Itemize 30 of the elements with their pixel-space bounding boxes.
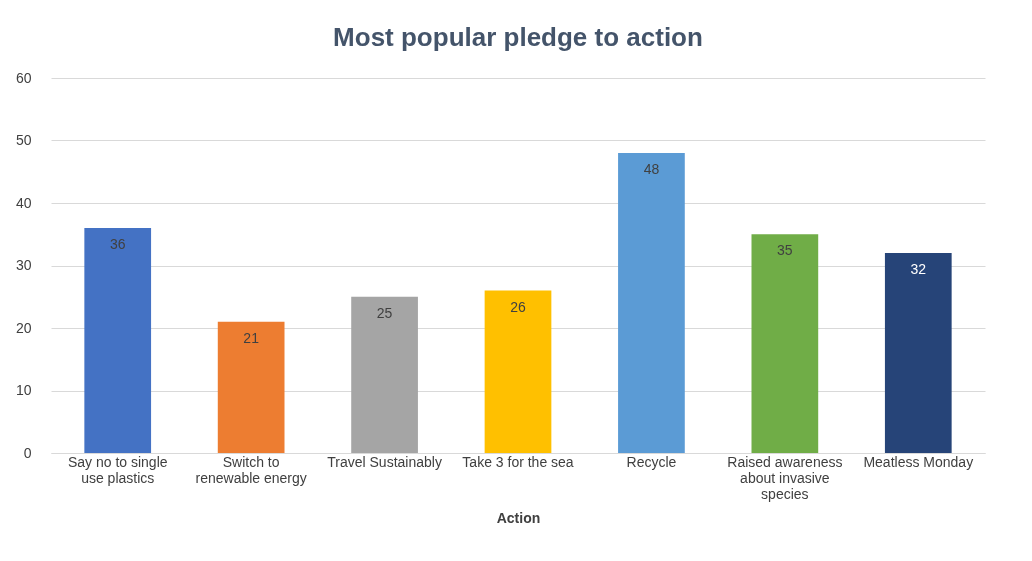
x-tick-label: Say no to single use plastics <box>67 453 168 486</box>
y-tick-label: 0 <box>23 444 32 461</box>
data-label: 35 <box>777 242 793 259</box>
y-tick-label: 20 <box>15 319 32 336</box>
data-label: 36 <box>109 236 126 252</box>
y-tick-label: 30 <box>15 257 32 273</box>
bar <box>884 253 952 453</box>
bar <box>484 290 552 453</box>
x-tick-label: Raised awareness about invasive species <box>727 453 843 502</box>
y-tick-label: 50 <box>15 132 32 148</box>
data-label: 32 <box>910 261 927 277</box>
x-tick-label: Switch to renewable energy <box>195 453 307 486</box>
bar <box>351 296 418 453</box>
y-tick-label: 60 <box>15 69 32 86</box>
data-label: 48 <box>643 161 660 177</box>
x-tick-label: Recycle <box>626 453 677 470</box>
x-tick-label: Take 3 for the sea <box>462 453 574 470</box>
chart-title: Most popular pledge to action <box>333 22 703 52</box>
x-axis-title: Action <box>496 509 541 526</box>
data-label: 26 <box>510 298 526 315</box>
bar <box>217 321 285 453</box>
bar <box>84 228 152 453</box>
data-label: 21 <box>243 329 260 346</box>
y-tick-label: 40 <box>15 194 32 211</box>
x-tick-label: Meatless Monday <box>863 453 974 470</box>
y-tick-label: 10 <box>15 382 32 398</box>
x-tick-label: Travel Sustainably <box>327 453 442 470</box>
bar <box>618 153 685 453</box>
data-label: 25 <box>376 304 393 321</box>
bar <box>751 234 819 453</box>
